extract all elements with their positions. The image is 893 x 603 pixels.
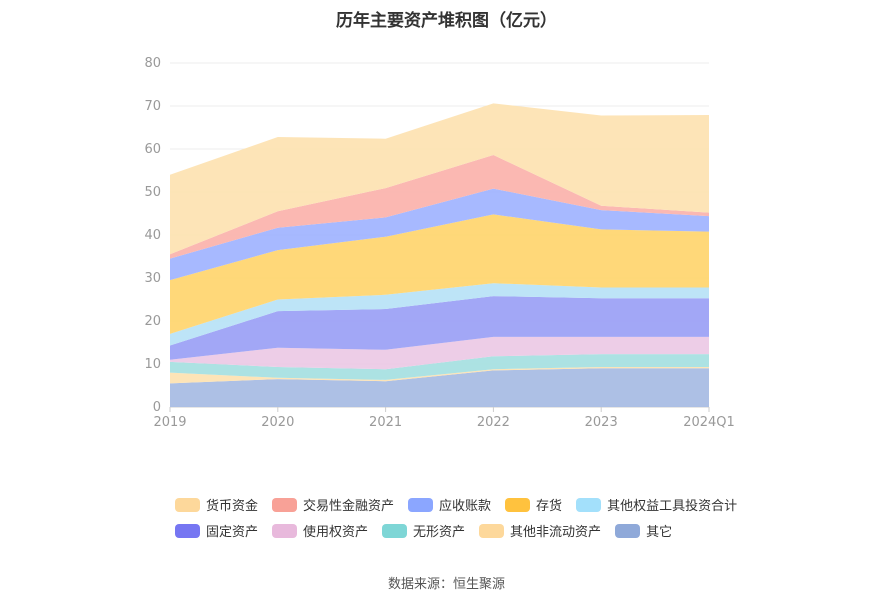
area-series-存货 bbox=[170, 214, 709, 334]
legend-item[interactable]: 交易性金融资产 bbox=[272, 496, 395, 514]
legend-swatch bbox=[615, 523, 641, 538]
y-tick-label: 70 bbox=[144, 99, 161, 114]
y-tick-label: 20 bbox=[144, 314, 161, 329]
area-series-其他非流动资产 bbox=[170, 367, 709, 384]
y-tick-label: 10 bbox=[144, 357, 161, 372]
y-tick-label: 0 bbox=[153, 400, 161, 415]
legend-label: 交易性金融资产 bbox=[303, 499, 395, 514]
area-series-其它 bbox=[170, 368, 709, 407]
legend-item[interactable]: 其他非流动资产 bbox=[479, 522, 602, 540]
legend: 货币资金 交易性金融资产 应收账款 存货 其他权益工具投资合计固定资产 使用权资产 无形资产… bbox=[175, 496, 775, 548]
area-series-应收账款 bbox=[170, 188, 709, 281]
legend-swatch bbox=[175, 523, 200, 538]
legend-label: 货币资金 bbox=[206, 499, 259, 514]
legend-item[interactable]: 其它 bbox=[615, 522, 673, 540]
legend-item[interactable]: 使用权资产 bbox=[272, 522, 369, 540]
legend-item[interactable]: 应收账款 bbox=[408, 496, 492, 514]
legend-swatch bbox=[408, 497, 434, 512]
legend-swatch bbox=[272, 523, 298, 538]
legend-swatch bbox=[272, 497, 298, 512]
area-series-其他权益工具投资合计 bbox=[170, 283, 709, 346]
legend-label: 无形资产 bbox=[413, 525, 466, 540]
y-tick-label: 60 bbox=[144, 142, 161, 157]
legend-swatch bbox=[479, 523, 505, 538]
x-tick-label: 2022 bbox=[477, 415, 510, 430]
legend-item[interactable]: 固定资产 bbox=[175, 522, 259, 540]
area-series-layer bbox=[170, 103, 709, 407]
legend-label: 其他非流动资产 bbox=[510, 525, 602, 540]
legend-swatch bbox=[175, 497, 200, 512]
legend-item[interactable]: 无形资产 bbox=[382, 522, 466, 540]
legend-swatch bbox=[505, 497, 531, 512]
legend-item[interactable]: 其他权益工具投资合计 bbox=[576, 496, 738, 514]
legend-item[interactable]: 存货 bbox=[505, 496, 563, 514]
axes: 0 10 20 30 40 50 60 70 80 2019 2020 2021 2022 2023 202… bbox=[144, 56, 734, 430]
legend-swatch bbox=[576, 497, 602, 512]
y-tick-label: 40 bbox=[144, 228, 161, 243]
chart-title: 历年主要资产堆积图（亿元） bbox=[336, 11, 557, 31]
area-series-无形资产 bbox=[170, 354, 709, 380]
x-tick-label: 2021 bbox=[369, 415, 402, 430]
y-tick-label: 30 bbox=[144, 271, 161, 286]
x-tick-label: 2020 bbox=[261, 415, 294, 430]
x-tick-label: 2019 bbox=[153, 415, 186, 430]
area-series-货币资金 bbox=[170, 103, 709, 255]
legend-swatch bbox=[382, 523, 408, 538]
legend-label: 其他权益工具投资合计 bbox=[607, 499, 738, 514]
data-source-note: 数据来源：恒生聚源 bbox=[387, 577, 505, 592]
legend-label: 固定资产 bbox=[206, 525, 259, 540]
x-tick-label: 2023 bbox=[585, 415, 618, 430]
stacked-area-plot: 0 10 20 30 40 50 60 70 80 2019 2020 2021 2022 2023 202… bbox=[144, 56, 734, 430]
x-tick-label: 2024Q1 bbox=[683, 415, 735, 430]
legend-item[interactable]: 货币资金 bbox=[175, 496, 259, 514]
y-tick-label: 50 bbox=[144, 185, 161, 200]
legend-label: 存货 bbox=[536, 499, 563, 514]
legend-label: 使用权资产 bbox=[303, 525, 369, 540]
legend-items: 货币资金 交易性金融资产 应收账款 存货 其他权益工具投资合计固定资产 使用权资产 无形资产… bbox=[175, 496, 775, 548]
area-series-交易性金融资产 bbox=[170, 155, 709, 259]
area-series-固定资产 bbox=[170, 296, 709, 360]
area-series-使用权资产 bbox=[170, 336, 709, 370]
legend-label: 其它 bbox=[646, 525, 673, 540]
legend-label: 应收账款 bbox=[439, 499, 492, 514]
y-tick-label: 80 bbox=[144, 56, 161, 71]
